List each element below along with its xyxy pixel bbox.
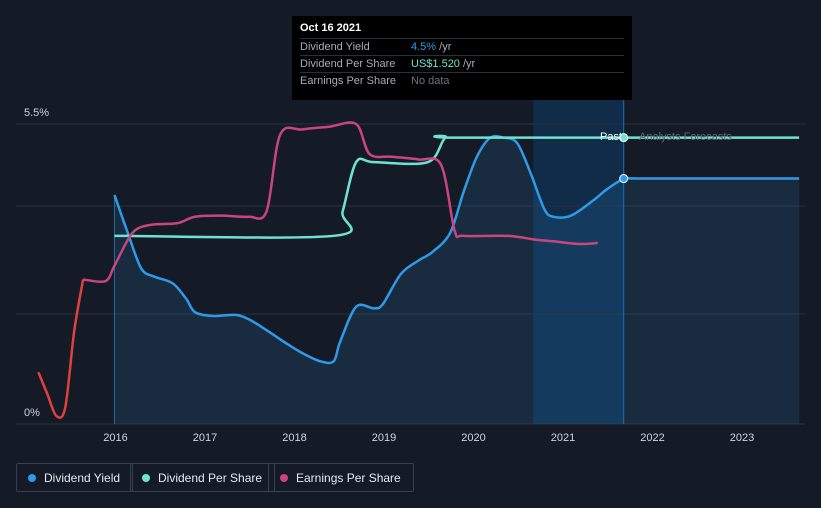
x-tick-label: 2018 — [282, 432, 306, 444]
y-axis-labels: 5.5% 0% — [24, 107, 49, 419]
earnings-per-share-line-negative — [37, 279, 85, 419]
tooltip-label: Dividend Yield — [300, 41, 370, 53]
forecast-label: Analysts Forecasts — [639, 131, 732, 143]
dividend-per-share-line — [114, 134, 800, 239]
y-tick-label: 0% — [24, 407, 40, 419]
x-tick-label: 2022 — [640, 432, 664, 444]
tooltip-label: Earnings Per Share — [300, 75, 396, 87]
x-tick-label: 2021 — [551, 432, 575, 444]
series-fills — [113, 136, 800, 425]
tooltip-unit: /yr — [436, 41, 452, 53]
tooltip-value: US$1.520 — [411, 58, 460, 70]
tooltip-value: 4.5% — [411, 41, 437, 53]
grid-lines — [16, 123, 805, 425]
x-tick-label: 2023 — [730, 432, 754, 444]
y-tick-label: 5.5% — [24, 107, 49, 119]
tooltip-row: Earnings Per Share No data — [300, 72, 624, 89]
tooltip-date: Oct 16 2021 — [300, 22, 362, 34]
x-tick-label: 2017 — [193, 432, 217, 444]
series-lines — [37, 121, 800, 419]
series-markers — [619, 133, 629, 184]
x-tick-label: 2019 — [372, 432, 396, 444]
tooltip-row: Dividend Per Share US$1.520 /yr — [300, 55, 624, 72]
legend-label: Dividend Yield — [44, 470, 121, 485]
earnings-per-share-line — [82, 121, 598, 284]
dividend-yield-line — [113, 134, 800, 365]
dividend-yield-marker — [619, 174, 629, 184]
legend-dot-icon — [28, 473, 36, 482]
x-axis-labels: 2016 2017 2018 2019 2020 2021 2022 2023 — [103, 432, 754, 444]
legend-dividend-yield[interactable]: Dividend Yield — [16, 463, 134, 492]
dividend-per-share-marker — [619, 133, 629, 143]
legend-earnings-per-share[interactable]: Earnings Per Share — [268, 463, 414, 492]
legend-label: Dividend Per Share — [158, 470, 263, 485]
tooltip-unit: /yr — [459, 58, 476, 70]
legend-dot-icon — [142, 473, 150, 482]
dividend-yield-area — [114, 136, 800, 425]
tooltip-row: Dividend Yield 4.5% /yr — [300, 38, 624, 55]
legend-label: Earnings Per Share — [296, 470, 401, 485]
chart-tooltip: Oct 16 2021 Dividend Yield 4.5% /yr Divi… — [292, 16, 632, 100]
tooltip-label: Dividend Per Share — [300, 58, 396, 70]
legend-dividend-per-share[interactable]: Dividend Per Share — [130, 463, 276, 492]
past-label: Past — [600, 131, 622, 143]
forecast-band — [533, 100, 624, 424]
x-tick-label: 2016 — [103, 432, 127, 444]
legend-dot-icon — [280, 473, 288, 482]
tooltip-value: No data — [411, 75, 450, 87]
x-tick-label: 2020 — [461, 432, 485, 444]
